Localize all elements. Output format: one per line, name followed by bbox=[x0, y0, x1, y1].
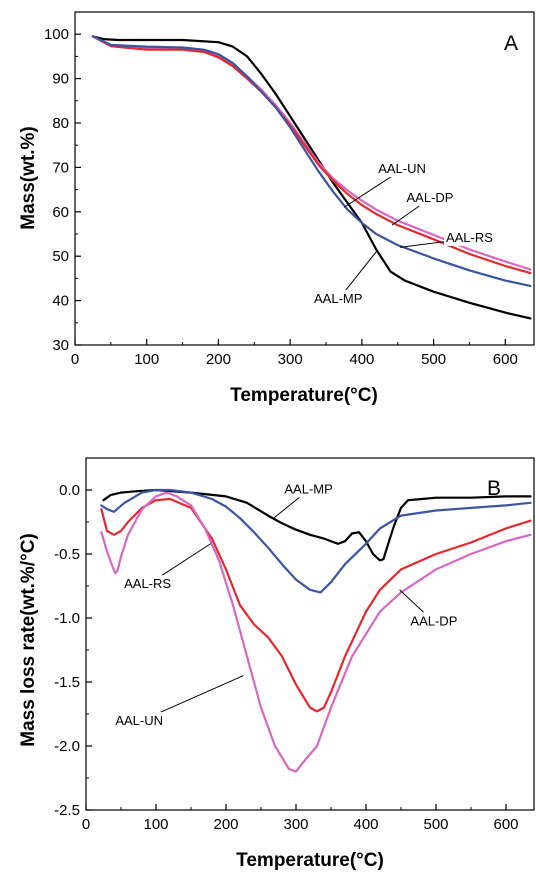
panel-b: 0 100 200 300 400 500 600 -2.5 -2.0 -1.5 -1.0 -0.5 0… bbox=[18, 457, 535, 871]
x-tick-label: 500 bbox=[421, 351, 446, 368]
annotations-a: AAL-UN AAL-DP AAL-RS AAL-MP bbox=[312, 160, 496, 308]
series-label-aal-un: AAL-UN bbox=[115, 713, 163, 728]
plot-frame-b bbox=[85, 457, 535, 811]
y-tick-label: 40 bbox=[52, 293, 69, 310]
x-tick-label: 200 bbox=[213, 816, 238, 833]
series-label-bg bbox=[122, 575, 174, 593]
series-label-aal-rs: AAL-RS bbox=[446, 230, 493, 245]
series-line-aal-mp bbox=[102, 488, 532, 562]
x-tick-label: 500 bbox=[423, 816, 448, 833]
series-line-aal-dp bbox=[100, 497, 532, 713]
x-tick-label: 0 bbox=[71, 351, 79, 368]
y-tick-label: 60 bbox=[52, 204, 69, 221]
y-tick-label: -1.0 bbox=[54, 610, 80, 627]
y-tick-label: 100 bbox=[44, 26, 69, 43]
y-tick-label: 0.0 bbox=[59, 482, 80, 499]
y-tick-label: 50 bbox=[52, 248, 69, 265]
x-tick-label: 100 bbox=[134, 351, 159, 368]
series-label-aal-rs: AAL-RS bbox=[124, 576, 171, 591]
series-label-bg bbox=[282, 480, 335, 498]
series-label-aal-mp: AAL-MP bbox=[284, 481, 332, 496]
y-tick-label: -2.0 bbox=[54, 738, 80, 755]
y-tick-label: 70 bbox=[52, 159, 69, 176]
series-label-bg bbox=[312, 290, 365, 308]
series-line-aal-rs bbox=[91, 35, 532, 287]
y-axis-title-b: Mass loss rate(wt.%/°C) bbox=[18, 533, 39, 747]
x-tick-label: 600 bbox=[493, 351, 518, 368]
y-axis-title-a: Mass(wt.%) bbox=[18, 126, 39, 229]
x-axis-title-b: Temperature(°C) bbox=[236, 850, 384, 871]
x-tick-label: 200 bbox=[206, 351, 231, 368]
series-group-b bbox=[100, 488, 532, 773]
x-tick-label: 400 bbox=[353, 816, 378, 833]
annotations-b: AAL-MP AAL-RS AAL-DP AAL-UN bbox=[113, 480, 460, 730]
y-tick-label: 90 bbox=[52, 71, 69, 88]
x-tick-label: 600 bbox=[493, 816, 518, 833]
series-group-a bbox=[91, 35, 532, 320]
series-line-aal-rs bbox=[100, 488, 532, 594]
series-label-aal-un: AAL-UN bbox=[378, 161, 426, 176]
series-label-aal-dp: AAL-DP bbox=[410, 613, 457, 628]
x-tick-label: 300 bbox=[283, 816, 308, 833]
x-axis-title-a: Temperature(°C) bbox=[230, 385, 378, 406]
series-line-aal-mp bbox=[91, 35, 532, 320]
panel-letter-a: A bbox=[504, 32, 518, 55]
series-label-bg bbox=[376, 160, 428, 178]
axis-ticks-b: 0 100 200 300 400 500 600 -2.5 -2.0 -1.5 -1.0 -0.5 0… bbox=[54, 482, 518, 833]
x-tick-label: 300 bbox=[278, 351, 303, 368]
x-tick-label: 100 bbox=[143, 816, 168, 833]
y-tick-label: -2.5 bbox=[54, 802, 80, 819]
series-line-aal-dp bbox=[91, 35, 532, 275]
series-label-bg bbox=[404, 188, 456, 206]
x-tick-label: 0 bbox=[82, 816, 90, 833]
panel-a: 0 100 200 300 400 500 600 30 40 50 60 70 80 90 100 AAL… bbox=[18, 11, 535, 406]
series-label-bg bbox=[113, 712, 166, 730]
y-tick-label: -0.5 bbox=[54, 546, 80, 563]
panel-letter-b: B bbox=[487, 477, 501, 500]
y-tick-label: 80 bbox=[52, 115, 69, 132]
series-label-aal-dp: AAL-DP bbox=[407, 190, 454, 205]
x-tick-label: 400 bbox=[349, 351, 374, 368]
series-line-aal-un bbox=[100, 491, 532, 773]
axis-ticks-a: 0 100 200 300 400 500 600 30 40 50 60 70 80 90 100 bbox=[44, 26, 518, 368]
y-tick-label: 30 bbox=[52, 337, 69, 354]
y-tick-label: -1.5 bbox=[54, 674, 80, 691]
series-label-aal-mp: AAL-MP bbox=[314, 291, 362, 306]
plot-frame-a bbox=[74, 11, 535, 346]
series-label-bg bbox=[443, 228, 496, 246]
series-label-bg bbox=[408, 612, 460, 630]
